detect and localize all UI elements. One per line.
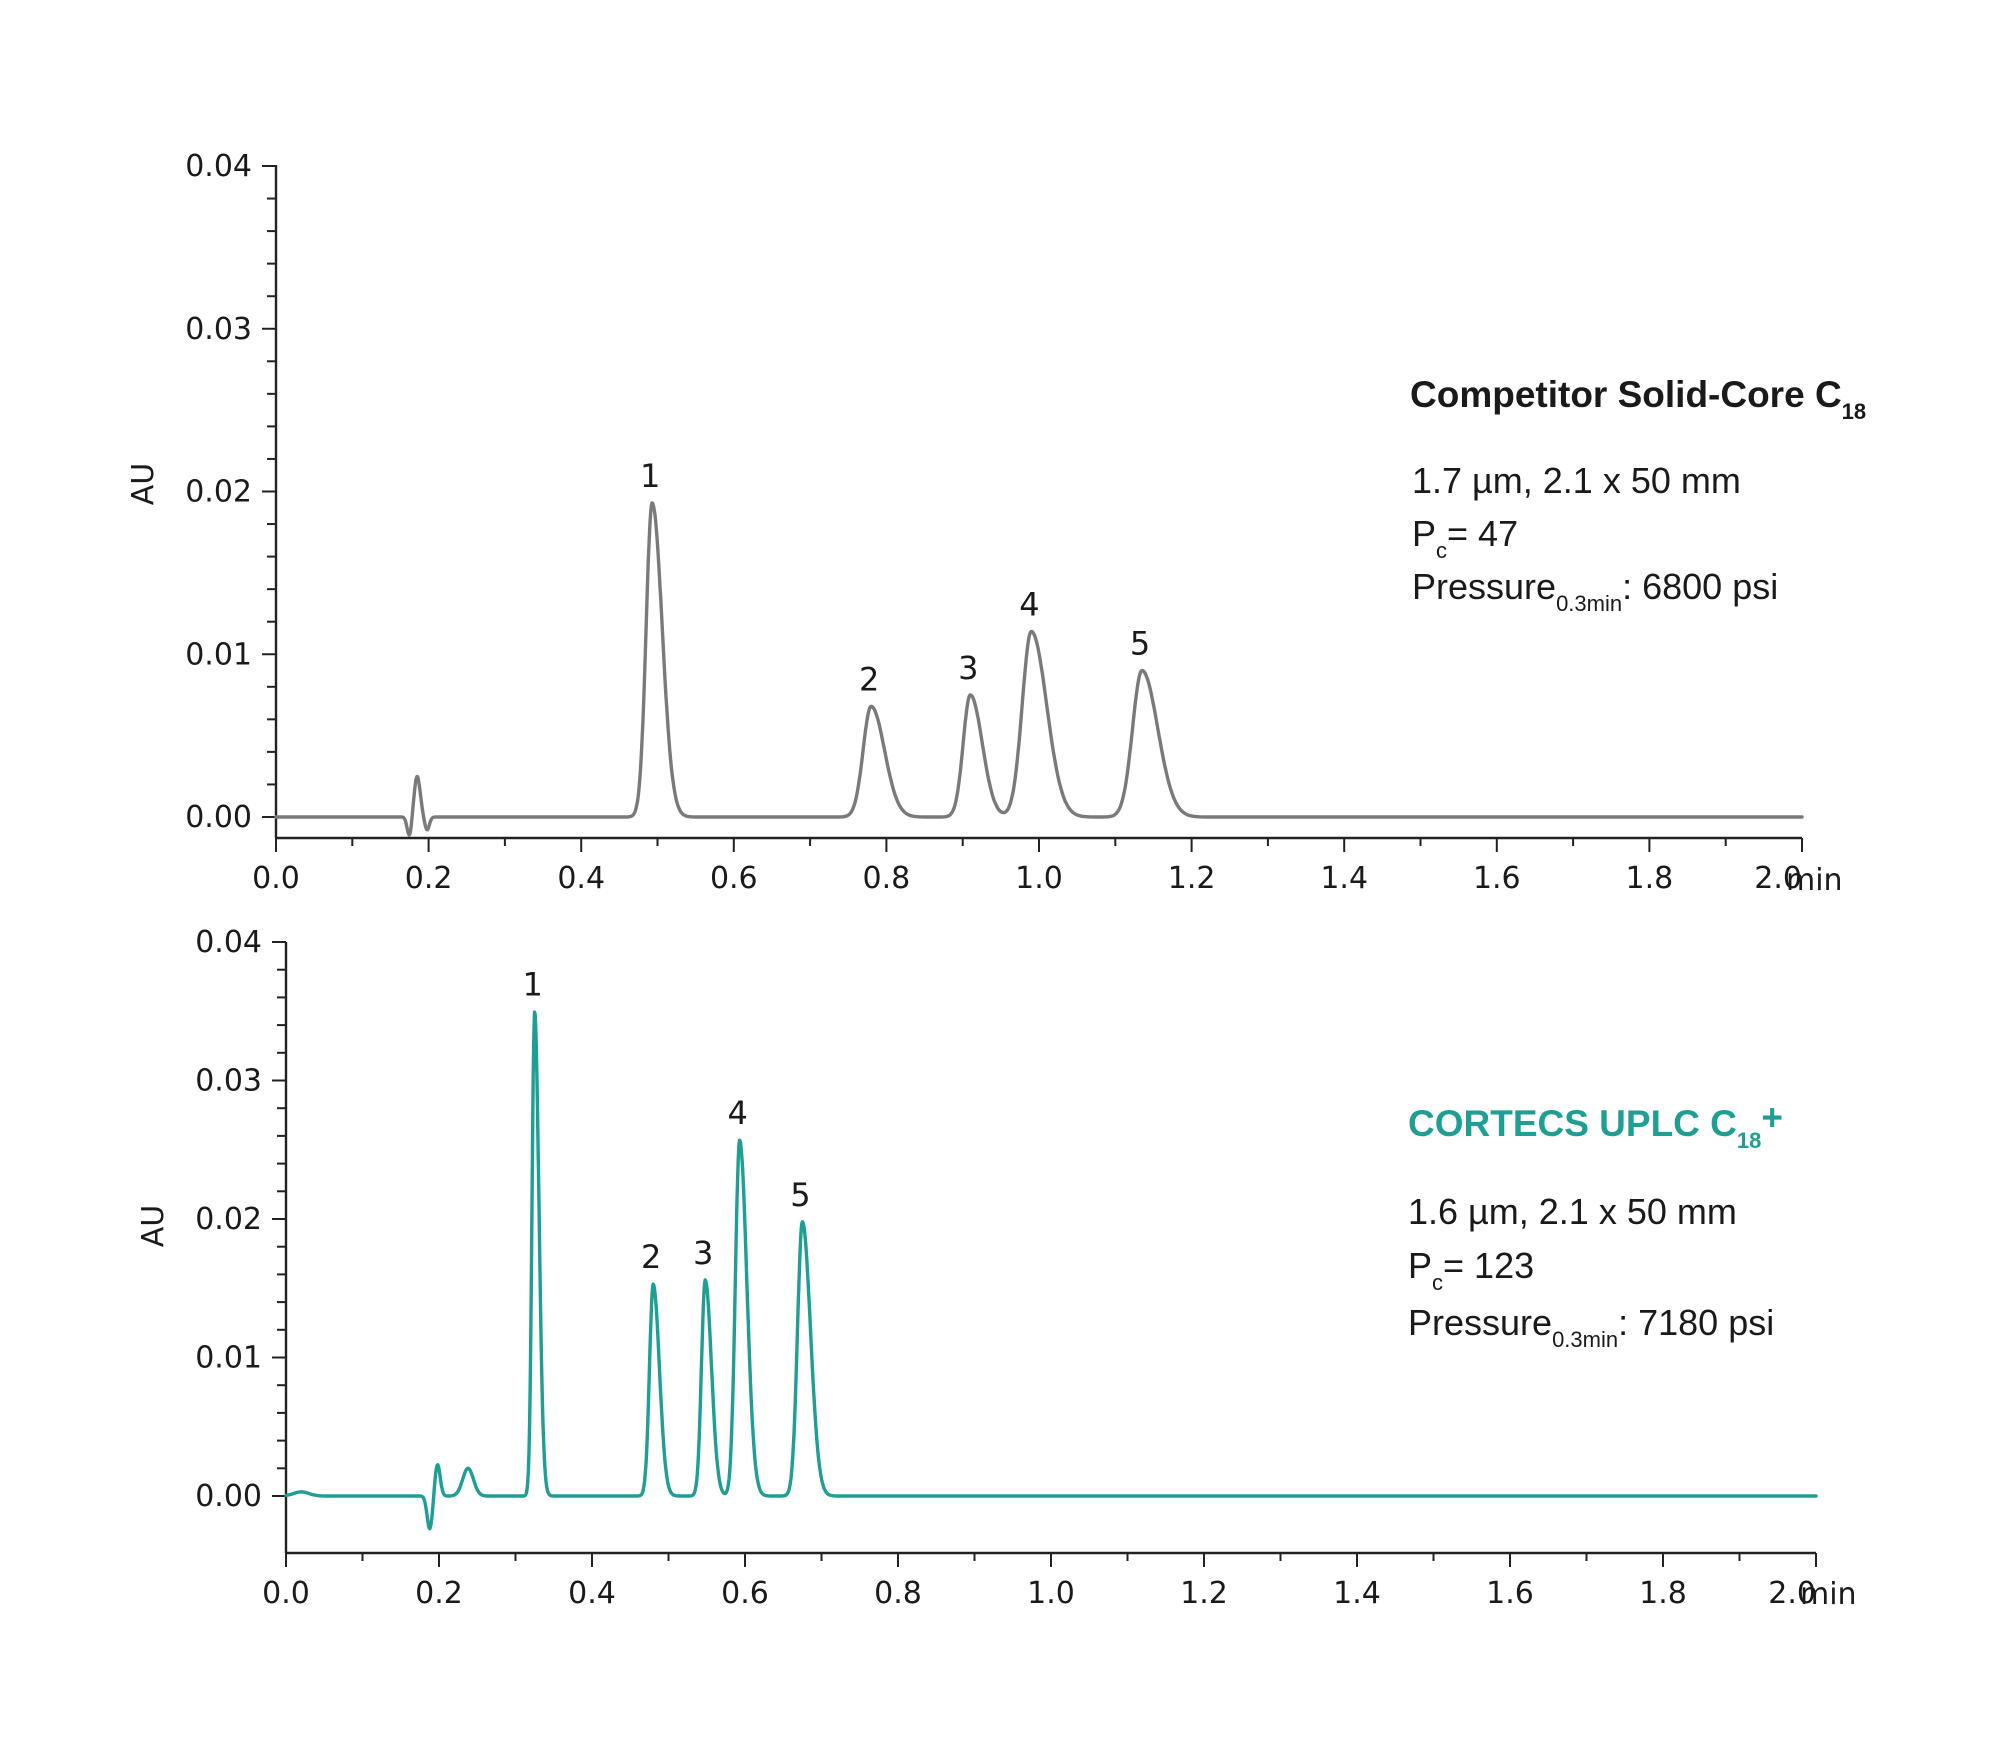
bottom-peak-capacity: Pc= 123 xyxy=(1408,1245,1534,1295)
bottom-column-dimensions: 1.6 µm, 2.1 x 50 mm xyxy=(1408,1191,1737,1232)
top-column-name: Competitor Solid-Core C18 xyxy=(1410,374,1866,424)
top-x-axis-title: min xyxy=(1786,863,1843,898)
top-y-tick-label: 0.04 xyxy=(185,149,252,184)
bottom-x-tick-label: 0.2 xyxy=(415,1576,463,1611)
bottom-y-tick-label: 0.04 xyxy=(195,925,262,960)
bottom-pc-label: P xyxy=(1408,1245,1432,1286)
bottom-x-tick-label: 0.4 xyxy=(568,1576,616,1611)
top-pc-sub: c xyxy=(1436,538,1447,563)
top-peak-label: 1 xyxy=(640,457,660,495)
bottom-x-axis-title: min xyxy=(1800,1577,1857,1612)
bottom-x-tick-label: 0.8 xyxy=(874,1576,922,1611)
top-y-tick-label: 0.03 xyxy=(185,312,252,347)
top-column-annotation: Competitor Solid-Core C18 1.7 µm, 2.1 x … xyxy=(1410,374,1866,616)
top-column-dimensions: 1.7 µm, 2.1 x 50 mm xyxy=(1412,460,1741,501)
bottom-column-name: CORTECS UPLC C18+ xyxy=(1408,1097,1783,1153)
top-chromatogram-trace xyxy=(274,501,1804,837)
bottom-peak-label: 2 xyxy=(641,1238,661,1276)
top-peak-label: 2 xyxy=(859,660,879,698)
bottom-x-tick-label: 1.4 xyxy=(1333,1576,1381,1611)
bottom-x-tick-label: 1.2 xyxy=(1180,1576,1228,1611)
top-column-name-main: Competitor Solid-Core C xyxy=(1410,374,1842,415)
bottom-x-tick-label: 1.6 xyxy=(1486,1576,1534,1611)
top-x-tick-label: 0.4 xyxy=(557,861,605,896)
top-y-tick-label: 0.00 xyxy=(185,800,252,835)
top-peak-capacity: Pc= 47 xyxy=(1412,513,1518,563)
top-y-tick-label: 0.02 xyxy=(185,475,252,510)
top-x-tick-label: 1.2 xyxy=(1168,861,1216,896)
bottom-column-name-sub: 18 xyxy=(1737,1128,1761,1153)
bottom-peak-label: 5 xyxy=(790,1176,810,1214)
top-x-tick-label: 1.8 xyxy=(1626,861,1674,896)
top-pc-label: P xyxy=(1412,513,1436,554)
bottom-chromatogram-panel: 0.00 0.01 0.02 0.03 0.04 AU 0.0 0.2 0.4 0.6 0.8 1… xyxy=(136,925,1857,1612)
bottom-column-annotation: CORTECS UPLC C18+ 1.6 µm, 2.1 x 50 mm Pc… xyxy=(1408,1097,1783,1352)
bottom-x-tick-label: 1.8 xyxy=(1639,1576,1687,1611)
bottom-peak-label: 4 xyxy=(727,1094,747,1132)
top-pressure-label: Pressure xyxy=(1412,566,1556,607)
top-peak-label: 3 xyxy=(958,649,978,687)
bottom-x-tick-label: 2.0 xyxy=(1768,1576,1816,1611)
bottom-column-name-main: CORTECS UPLC C xyxy=(1408,1103,1737,1144)
top-x-tick-label: 0.0 xyxy=(252,861,300,896)
top-peak-label: 4 xyxy=(1019,585,1039,623)
top-peak-label: 5 xyxy=(1130,625,1150,663)
bottom-y-tick-label: 0.02 xyxy=(195,1202,262,1237)
top-x-tick-label: 1.6 xyxy=(1473,861,1521,896)
bottom-pressure-value: : 7180 psi xyxy=(1618,1302,1774,1343)
top-chromatogram-panel: 0.00 0.01 0.02 0.03 0.04 AU 0.0 0.2 0.4 0.6 0.8 1… xyxy=(126,149,1866,898)
bottom-x-ticks: 0.0 0.2 0.4 0.6 0.8 1.0 1.2 1.4 1.6 1.8 2.0 xyxy=(262,1553,1817,1611)
bottom-pressure: Pressure0.3min: 7180 psi xyxy=(1408,1302,1774,1352)
top-column-name-sub: 18 xyxy=(1842,399,1866,424)
bottom-pc-value: = 123 xyxy=(1443,1245,1534,1286)
bottom-chromatogram-trace xyxy=(284,1010,1818,1531)
bottom-y-tick-label: 0.00 xyxy=(195,1479,262,1514)
top-pressure-sub: 0.3min xyxy=(1556,591,1622,616)
bottom-y-axis: 0.00 0.01 0.02 0.03 0.04 AU xyxy=(136,925,288,1553)
top-y-tick-label: 0.01 xyxy=(185,637,252,672)
bottom-peak-label: 1 xyxy=(522,965,542,1003)
top-y-axis-title: AU xyxy=(126,463,161,505)
top-x-tick-label: 2.0 xyxy=(1754,861,1802,896)
bottom-pc-sub: c xyxy=(1432,1270,1443,1295)
top-x-tick-label: 0.6 xyxy=(710,861,758,896)
top-pressure-value: : 6800 psi xyxy=(1622,566,1778,607)
top-x-tick-label: 1.4 xyxy=(1320,861,1368,896)
bottom-y-tick-label: 0.01 xyxy=(195,1341,262,1376)
bottom-x-tick-label: 1.0 xyxy=(1027,1576,1075,1611)
top-y-axis: 0.00 0.01 0.02 0.03 0.04 AU xyxy=(126,149,278,838)
bottom-pressure-label: Pressure xyxy=(1408,1302,1552,1343)
top-x-axis: 0.0 0.2 0.4 0.6 0.8 1.0 1.2 1.4 1.6 1.8 2.0 min xyxy=(252,836,1843,898)
top-x-tick-label: 0.8 xyxy=(863,861,911,896)
top-x-tick-label: 0.2 xyxy=(405,861,453,896)
bottom-peak-labels: 12 345 xyxy=(522,965,810,1276)
bottom-x-tick-label: 0.0 xyxy=(262,1576,310,1611)
top-peak-labels: 1 2 3 4 5 xyxy=(640,457,1150,698)
bottom-y-tick-label: 0.03 xyxy=(195,1064,262,1099)
top-pressure: Pressure0.3min: 6800 psi xyxy=(1412,566,1778,616)
bottom-x-axis: 0.0 0.2 0.4 0.6 0.8 1.0 1.2 1.4 1.6 1.8 2.0 min xyxy=(262,1551,1857,1612)
bottom-y-ticks: 0.00 0.01 0.02 0.03 0.04 xyxy=(195,925,286,1514)
bottom-column-name-suffix: + xyxy=(1761,1097,1783,1138)
top-y-ticks: 0.00 0.01 0.02 0.03 0.04 xyxy=(185,149,276,835)
top-x-tick-label: 1.0 xyxy=(1015,861,1063,896)
bottom-x-tick-label: 0.6 xyxy=(721,1576,769,1611)
bottom-pressure-sub: 0.3min xyxy=(1552,1327,1618,1352)
bottom-y-axis-title: AU xyxy=(136,1205,171,1247)
top-pc-value: = 47 xyxy=(1447,513,1518,554)
bottom-peak-label: 3 xyxy=(693,1234,713,1272)
top-x-ticks: 0.0 0.2 0.4 0.6 0.8 1.0 1.2 1.4 1.6 1.8 2.0 xyxy=(252,838,1803,896)
